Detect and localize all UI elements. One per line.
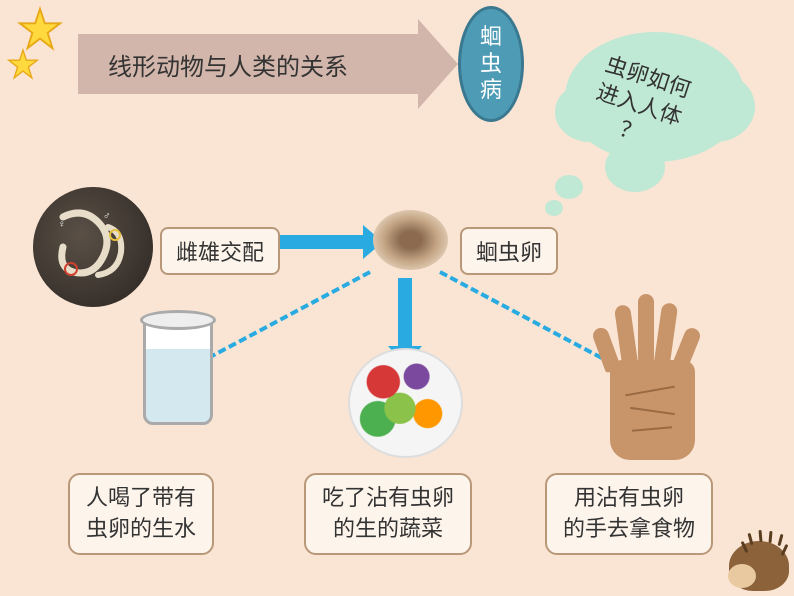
badge-char-2: 虫: [480, 51, 502, 77]
star-icon-large: [16, 6, 64, 54]
thought-bubble-small-icon: [545, 200, 563, 216]
title-arrow-banner: 线形动物与人类的关系: [78, 34, 458, 94]
egg-image: [373, 210, 448, 270]
hand-image: [588, 300, 718, 460]
disease-badge: 蛔 虫 病: [458, 6, 524, 122]
svg-text:♀: ♀: [58, 219, 66, 230]
thought-cloud: 虫卵如何 进入人体 ？: [555, 32, 755, 182]
hand-caption: 用沾有虫卵的手去拿食物: [545, 473, 713, 555]
badge-char-3: 病: [480, 77, 502, 103]
thought-bubble-icon: [555, 175, 583, 199]
arrow-right-icon: [280, 235, 365, 249]
banner-title: 线形动物与人类的关系: [78, 34, 418, 94]
veggies-caption: 吃了沾有虫卵的生的蔬菜: [304, 473, 472, 555]
arrow-down-icon: [398, 278, 412, 348]
worm-image: ♀♂: [33, 187, 153, 307]
vegetables-image: [348, 348, 463, 458]
badge-char-1: 蛔: [480, 24, 502, 50]
hedgehog-icon: [714, 526, 794, 596]
water-caption: 人喝了带有虫卵的生水: [68, 473, 214, 555]
egg-label: 蛔虫卵: [460, 227, 558, 275]
star-icon-small: [6, 48, 40, 82]
svg-text:♂: ♂: [103, 211, 111, 222]
water-glass-image: [128, 315, 228, 445]
arrow-head-icon: [418, 19, 458, 109]
mating-label: 雌雄交配: [160, 227, 280, 275]
